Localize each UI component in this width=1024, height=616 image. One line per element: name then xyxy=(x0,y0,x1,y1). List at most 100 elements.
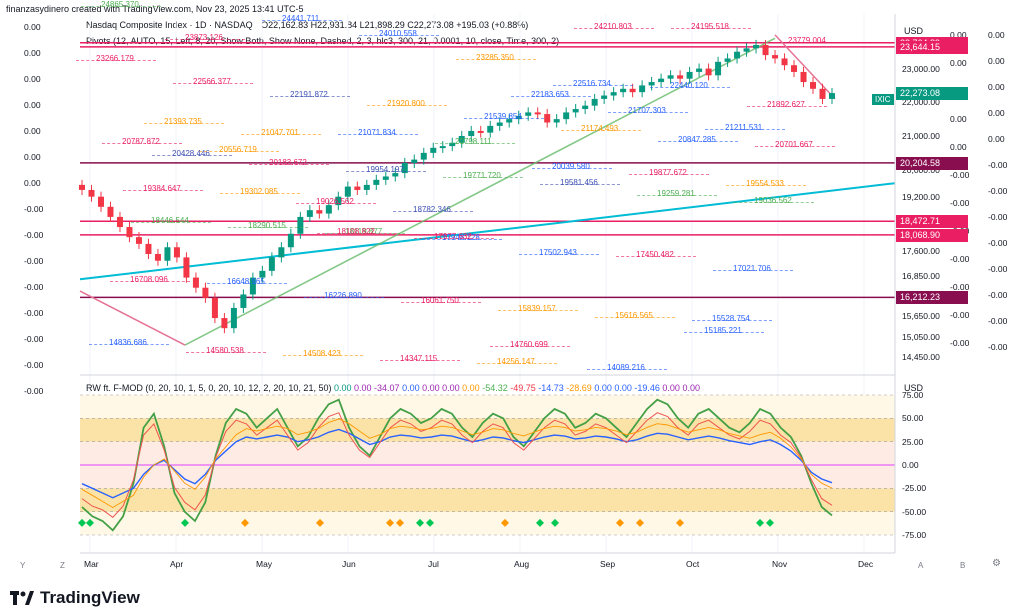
oscillator-value: -49.75 xyxy=(507,383,536,393)
price-axis-label[interactable]: 15,650.00 xyxy=(902,311,940,322)
month-label[interactable]: May xyxy=(256,559,273,569)
candle-body xyxy=(211,297,218,319)
left-scale-label: 0.00 xyxy=(24,126,41,136)
osc-diamond xyxy=(766,518,774,527)
candle-body xyxy=(97,196,104,207)
month-label[interactable]: Dec xyxy=(858,559,874,569)
left-scale-label: -0.00 xyxy=(24,360,44,370)
osc-blue-line xyxy=(81,428,833,499)
osc-axis-label[interactable]: 25.00 xyxy=(902,436,924,447)
osc-axis-label[interactable]: 75.00 xyxy=(902,390,924,400)
oscillator-value: -19.46 xyxy=(631,383,660,393)
candle-body xyxy=(648,82,655,86)
candle-body xyxy=(249,277,256,295)
osc-axis-label[interactable]: 50.00 xyxy=(902,413,924,424)
pivot-level-label: 20847.285 xyxy=(678,135,716,145)
oscillator-legend[interactable]: RW ft. F-MOD (0, 20, 10, 1, 5, 0, 20, 10… xyxy=(86,383,700,393)
pivot-level-label: 18446.544 xyxy=(151,216,189,226)
osc-diamond xyxy=(241,518,249,527)
right-scale-label: -0.00 xyxy=(988,238,1008,248)
osc-currency-label[interactable]: USD xyxy=(904,383,924,393)
price-axis-label[interactable]: 16,850.00 xyxy=(902,270,940,281)
price-axis-label[interactable]: 21,000.00 xyxy=(902,131,940,141)
pivot-level-label: 19302.085 xyxy=(240,187,278,197)
price-axis-label[interactable]: 19,200.00 xyxy=(902,191,940,202)
candle-body xyxy=(135,237,142,244)
pivot-level-line xyxy=(553,84,633,86)
month-label[interactable]: Jun xyxy=(342,559,356,569)
pivot-level-label: 20039.580 xyxy=(552,162,590,172)
price-axis-label[interactable]: 22,000.00 xyxy=(902,97,940,108)
oscillator-value: -54.32 xyxy=(479,383,508,393)
price-axis-label[interactable]: 23,000.00 xyxy=(902,63,940,74)
candle-body xyxy=(829,93,835,99)
pivot-level-line xyxy=(561,130,641,132)
month-label[interactable]: Oct xyxy=(686,559,700,569)
pivot-level-label: 19954.197 xyxy=(366,165,404,175)
price-axis-label[interactable]: 17,600.00 xyxy=(902,245,940,256)
symbol-name: Nasdaq Composite Index · 1D · NASDAQ xyxy=(86,20,253,30)
bottom-letter-b: B xyxy=(960,561,966,570)
pivots-indicator-legend[interactable]: Pivots (12, AUTO, 15, Left, 8, 20, Show … xyxy=(86,36,560,46)
left-scale-label: 0.00 xyxy=(24,152,41,162)
pivot-level-label: 19026.562 xyxy=(316,196,354,206)
pivot-level-line xyxy=(658,141,738,143)
pivot-level-label: 15839.157 xyxy=(518,303,556,313)
osc-axis-label[interactable]: -75.00 xyxy=(902,530,927,540)
pivot-level-line xyxy=(338,133,418,135)
pivot-level-label: 17948.128 xyxy=(442,232,480,242)
right-scale-label: 0.00 xyxy=(950,114,967,124)
osc-diamond xyxy=(396,518,404,527)
osc-axis-label[interactable]: -25.00 xyxy=(902,483,927,494)
pivot-level-line xyxy=(574,27,654,29)
candle-body xyxy=(420,152,427,160)
pivot-level-label: 20556.719 xyxy=(219,144,257,154)
oscillator-value: 0.00 xyxy=(459,383,480,393)
pivot-level-label: 23266.179 xyxy=(96,53,134,63)
osc-axis-label[interactable]: 0.00 xyxy=(902,460,919,470)
price-axis-label[interactable]: 14,450.00 xyxy=(902,351,940,362)
candle-body xyxy=(458,136,465,143)
pivot-level-label: 19259.281 xyxy=(657,188,695,198)
pivot-level-label: 16708.096 xyxy=(130,274,168,284)
month-label[interactable]: Jul xyxy=(428,559,439,569)
month-label[interactable]: Nov xyxy=(772,559,788,569)
candle-body xyxy=(715,61,722,76)
pivot-level-line xyxy=(519,253,599,255)
candle-body xyxy=(743,48,750,52)
pivot-level-label: 21047.701 xyxy=(261,128,299,138)
candle-body xyxy=(325,205,332,214)
month-label[interactable]: Apr xyxy=(170,559,184,569)
cyan-trendline xyxy=(79,182,896,281)
right-scale-label: 0.00 xyxy=(988,56,1005,66)
left-scale-label: 0.00 xyxy=(24,74,41,84)
pivot-level-label: 14508.423 xyxy=(303,348,341,358)
price-axis-label[interactable]: 15,050.00 xyxy=(902,331,940,342)
candle-body xyxy=(686,71,693,79)
candle-body xyxy=(88,189,95,197)
pivot-level-label: 23873.126 xyxy=(185,33,223,43)
pivot-level-label: 18119.877 xyxy=(345,227,383,237)
pivot-level-label: 24441.711 xyxy=(282,13,320,23)
candle-body xyxy=(582,105,589,110)
month-label[interactable]: Mar xyxy=(84,559,99,569)
currency-label[interactable]: USD xyxy=(904,26,924,36)
pivot-level-label: 22516.734 xyxy=(573,78,611,88)
candle-body xyxy=(610,92,617,96)
month-label[interactable]: Aug xyxy=(514,559,530,569)
price-candles xyxy=(79,39,835,334)
right-scale-label: -0.00 xyxy=(950,254,970,264)
candle-body xyxy=(202,287,209,298)
osc-axis-label[interactable]: -50.00 xyxy=(902,506,927,517)
settings-gear-icon[interactable]: ⚙ xyxy=(992,558,1001,569)
month-label[interactable]: Sep xyxy=(600,559,616,569)
symbol-title[interactable]: Nasdaq Composite Index · 1D · NASDAQ O22… xyxy=(86,20,528,30)
candle-body xyxy=(335,196,342,206)
pivot-level-line xyxy=(443,177,523,179)
left-scale-label: 0.00 xyxy=(24,178,41,188)
candle-body xyxy=(278,247,285,258)
pivot-level-label: 20701.667 xyxy=(775,140,813,150)
pivot-level-line xyxy=(393,210,473,212)
pivot-level-line xyxy=(81,5,161,7)
